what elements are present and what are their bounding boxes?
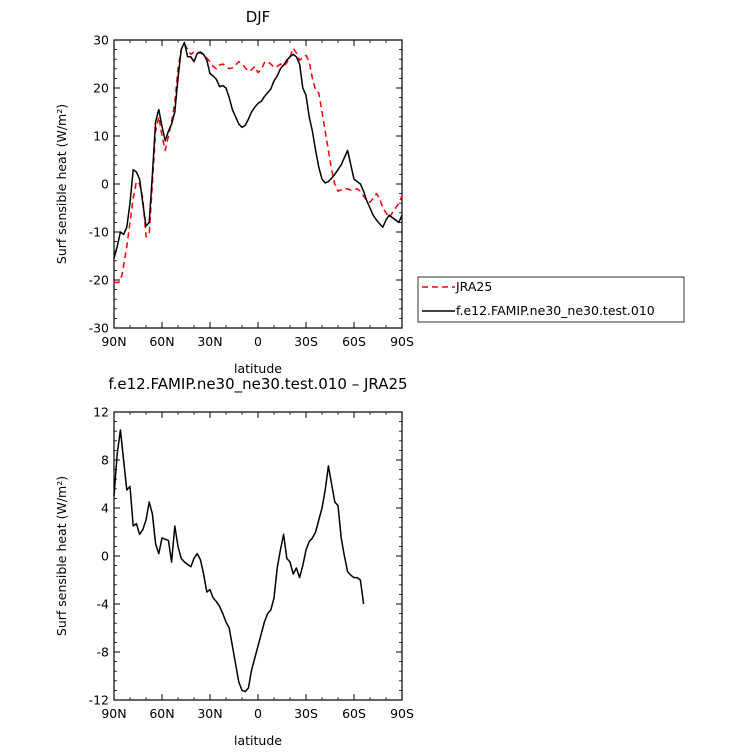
x-tick-label: 60N — [149, 706, 174, 721]
x-tick-label: 60S — [342, 706, 366, 721]
y-axis-label: Surf sensible heat (W/m²) — [54, 104, 69, 264]
x-tick-label: 30N — [197, 334, 222, 349]
y-tick-label: 20 — [93, 81, 109, 96]
x-tick-label: 0 — [254, 334, 262, 349]
y-tick-label: 30 — [93, 33, 109, 48]
chart-title: f.e12.FAMIP.ne30_ne30.test.010 – JRA25 — [108, 375, 407, 394]
legend-label-jra25: JRA25 — [455, 279, 492, 294]
x-tick-label: 0 — [254, 706, 262, 721]
y-tick-label: -20 — [89, 273, 109, 288]
plot-frame — [113, 411, 403, 701]
x-tick-label: 90N — [101, 334, 126, 349]
series-line-f-e12-famip-ne30-ne30-test-010 — [113, 41, 403, 259]
x-tick-label: 30N — [197, 706, 222, 721]
y-tick-label: 0 — [101, 177, 109, 192]
x-tick-label: 90S — [390, 706, 414, 721]
legend-box — [417, 276, 685, 323]
y-tick-label: 4 — [101, 501, 109, 516]
y-tick-label: -8 — [97, 645, 110, 660]
series-lines — [113, 429, 365, 693]
y-tick-label: 0 — [101, 549, 109, 564]
y-tick-label: -4 — [97, 597, 110, 612]
plot-frame — [113, 39, 403, 329]
axis-ticks: -12 -8 -4 0 4 8 12 90N 60N 30N 0 30S 60S 90S — [89, 405, 414, 722]
x-tick-label: 90N — [101, 706, 126, 721]
series-line-jra25 — [114, 43, 403, 284]
legend-label-model: f.e12.FAMIP.ne30_ne30.test.010 — [456, 303, 655, 318]
x-axis-label: latitude — [234, 733, 282, 748]
x-tick-label: 90S — [390, 334, 414, 349]
series-line-0 — [113, 429, 365, 693]
y-axis-label: Surf sensible heat (W/m²) — [54, 476, 69, 636]
x-axis-label: latitude — [234, 361, 282, 376]
axis-ticks: -30 -20 -10 0 10 20 30 90N 60N 30N 0 30S 60S 90S — [89, 33, 414, 350]
y-tick-label: 8 — [101, 453, 109, 468]
y-tick-label: 10 — [93, 129, 109, 144]
x-tick-label: 30S — [294, 706, 318, 721]
y-tick-label: 12 — [93, 405, 109, 420]
x-tick-label: 60N — [149, 334, 174, 349]
x-tick-label: 60S — [342, 334, 366, 349]
y-tick-label: -30 — [89, 321, 109, 336]
series-lines — [113, 41, 403, 284]
legend: JRA25 f.e12.FAMIP.ne30_ne30.test.010 — [417, 276, 685, 323]
y-tick-label: -12 — [89, 693, 109, 708]
y-tick-label: -10 — [89, 225, 109, 240]
x-tick-label: 30S — [294, 334, 318, 349]
chart-bottom: f.e12.FAMIP.ne30_ne30.test.010 – JRA25 -… — [54, 375, 414, 748]
chart-title: DJF — [246, 8, 271, 26]
